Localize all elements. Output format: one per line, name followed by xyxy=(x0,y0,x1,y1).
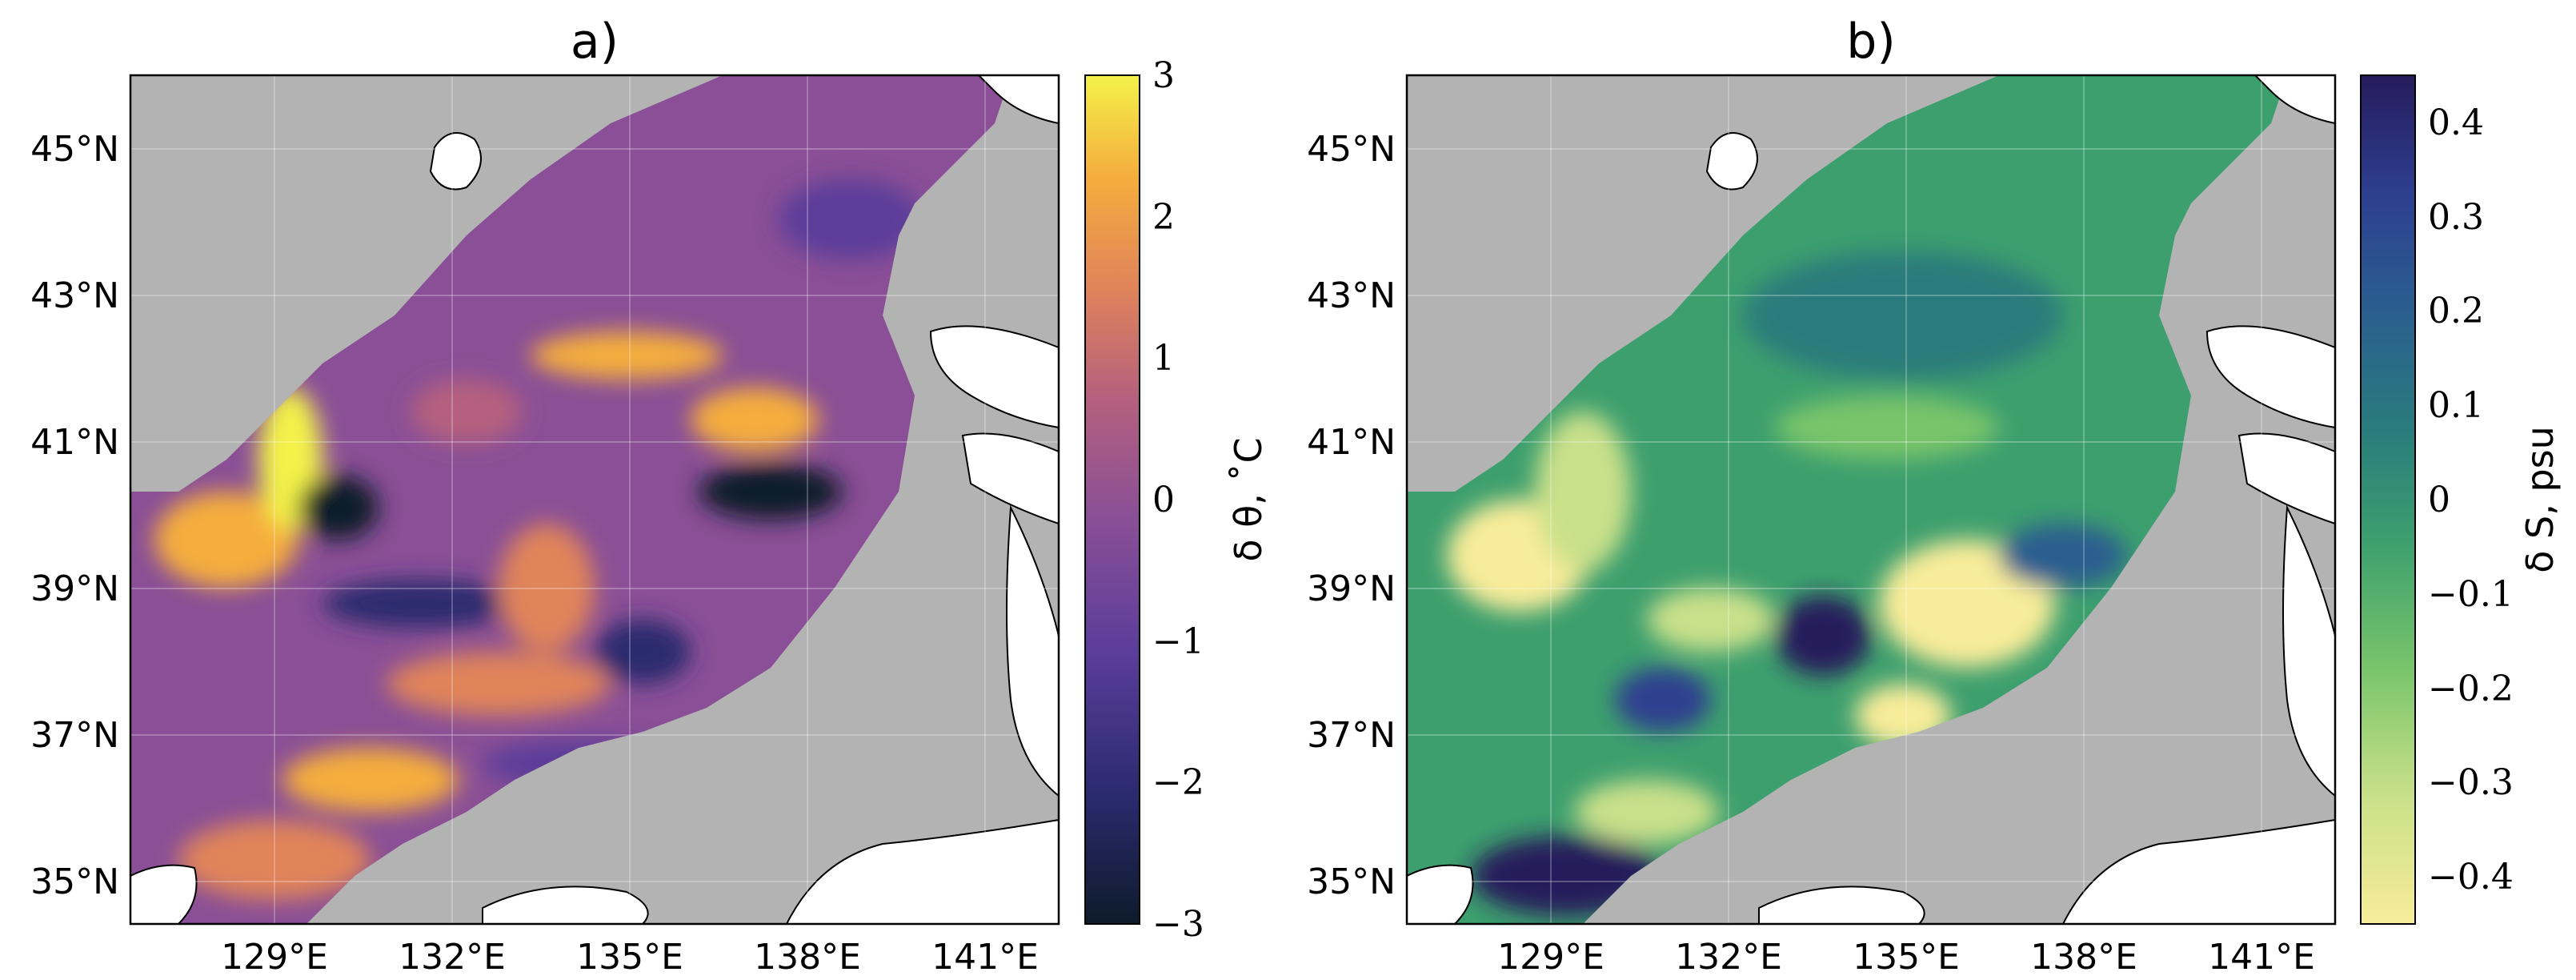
colorbar-b: 0.4 0.3 0.2 0.1 0 −0.1 −0.2 −0.3 −0.4 δ … xyxy=(2360,74,2562,925)
colorbar-a-tick: −2 xyxy=(1152,762,1204,803)
colorbar-a-tick: −1 xyxy=(1152,621,1204,662)
panel-b-frame xyxy=(1405,74,2337,926)
lat-tick-45N: 45°N xyxy=(30,129,119,170)
colorbar-a-tick: 1 xyxy=(1152,338,1175,379)
lat-tick-39N: 39°N xyxy=(1307,568,1396,609)
lat-tick-35N: 35°N xyxy=(30,862,119,902)
panel-a-title: a) xyxy=(571,14,619,70)
colorbar-b-tick: 0.4 xyxy=(2428,102,2484,143)
colorbar-b-tick: −0.4 xyxy=(2428,857,2514,898)
panel-a: a) 45°N 43°N 41°N 39°N 37°N 35°N 129°E 1… xyxy=(30,14,1060,978)
panel-b-grid xyxy=(1407,75,2335,924)
lon-tick-138E: 138°E xyxy=(2030,937,2137,978)
lat-tick-37N: 37°N xyxy=(30,715,119,756)
lon-tick-135E: 135°E xyxy=(1853,937,1960,978)
colorbar-b-label: δ S, psu xyxy=(2518,426,2562,573)
panel-a-lon-ticks: 129°E 132°E 135°E 138°E 141°E xyxy=(221,937,1039,978)
colorbar-b-tick: 0.1 xyxy=(2428,385,2484,426)
colorbar-b-tick: −0.1 xyxy=(2428,574,2514,615)
panel-b: b) 45°N 43°N 41°N 39°N 37°N 35°N 129°E 1… xyxy=(1307,14,2337,978)
lat-tick-45N: 45°N xyxy=(1307,129,1396,170)
panel-a-grid xyxy=(130,75,1059,924)
lon-tick-135E: 135°E xyxy=(576,937,683,978)
colorbar-b-tick: −0.3 xyxy=(2428,762,2514,803)
colorbar-b-tick: 0 xyxy=(2428,480,2450,520)
panel-b-lat-ticks: 45°N 43°N 41°N 39°N 37°N 35°N xyxy=(1307,129,1396,902)
lat-tick-35N: 35°N xyxy=(1307,862,1396,902)
colorbar-b-gradient xyxy=(2360,74,2416,925)
colorbar-a-tick: 3 xyxy=(1152,55,1175,96)
lat-tick-39N: 39°N xyxy=(30,568,119,609)
panel-b-lon-ticks: 129°E 132°E 135°E 138°E 141°E xyxy=(1497,937,2315,978)
panel-a-lat-ticks: 45°N 43°N 41°N 39°N 37°N 35°N xyxy=(30,129,119,902)
colorbar-a-gradient xyxy=(1084,74,1140,925)
colorbar-a: 3 2 1 0 −1 −2 −3 δ θ, ˚C xyxy=(1084,55,1270,945)
lon-tick-141E: 141°E xyxy=(2208,937,2315,978)
colorbar-a-label: δ θ, ˚C xyxy=(1227,437,1270,561)
lat-tick-43N: 43°N xyxy=(30,275,119,316)
colorbar-a-tick: −3 xyxy=(1152,904,1204,945)
lon-tick-132E: 132°E xyxy=(399,937,506,978)
lon-tick-129E: 129°E xyxy=(221,937,328,978)
lat-tick-43N: 43°N xyxy=(1307,275,1396,316)
lat-tick-41N: 41°N xyxy=(1307,422,1396,463)
colorbar-a-tick: 0 xyxy=(1152,480,1175,520)
colorbar-b-tick: 0.2 xyxy=(2428,291,2484,331)
colorbar-a-tick: 2 xyxy=(1152,197,1175,238)
lon-tick-141E: 141°E xyxy=(931,937,1039,978)
lon-tick-132E: 132°E xyxy=(1675,937,1782,978)
panel-b-title: b) xyxy=(1846,14,1896,70)
lon-tick-138E: 138°E xyxy=(754,937,861,978)
lat-tick-37N: 37°N xyxy=(1307,715,1396,756)
lat-tick-41N: 41°N xyxy=(30,422,119,463)
lon-tick-129E: 129°E xyxy=(1497,937,1604,978)
colorbar-b-tick: −0.2 xyxy=(2428,669,2514,709)
colorbar-b-tick: 0.3 xyxy=(2428,197,2484,238)
panel-a-frame xyxy=(129,74,1060,926)
